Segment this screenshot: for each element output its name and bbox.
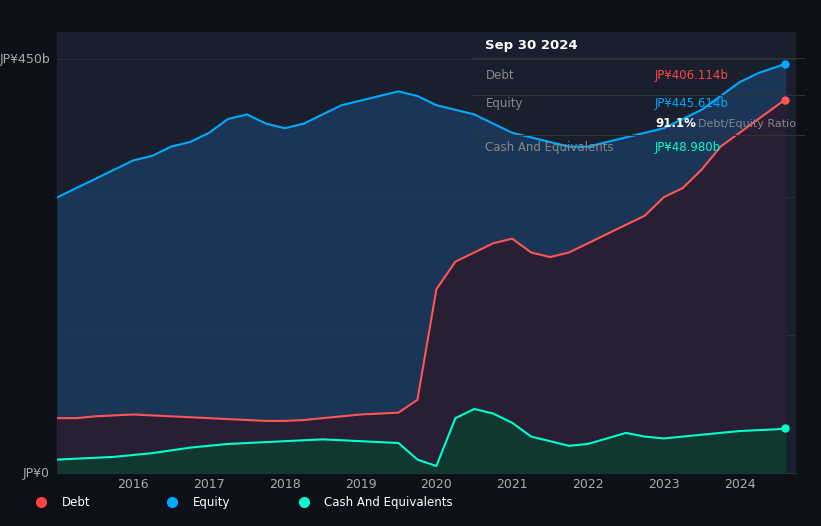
Text: 91.1%: 91.1% [655,117,696,130]
Text: Equity: Equity [193,496,231,509]
Text: Equity: Equity [485,97,523,110]
Text: Debt: Debt [485,69,514,82]
Text: Debt: Debt [62,496,90,509]
Text: Sep 30 2024: Sep 30 2024 [485,38,578,52]
Text: JP¥406.114b: JP¥406.114b [655,69,729,82]
Text: Cash And Equivalents: Cash And Equivalents [324,496,453,509]
Text: JP¥0: JP¥0 [23,467,50,480]
Text: Debt/Equity Ratio: Debt/Equity Ratio [698,119,796,129]
Text: JP¥445.614b: JP¥445.614b [655,97,729,110]
Text: Cash And Equivalents: Cash And Equivalents [485,141,614,154]
Text: JP¥450b: JP¥450b [0,53,50,66]
Text: JP¥48.980b: JP¥48.980b [655,141,721,154]
